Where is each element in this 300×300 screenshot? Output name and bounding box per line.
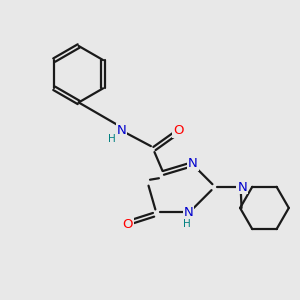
Text: N: N [117, 124, 127, 137]
Text: N: N [237, 181, 247, 194]
Text: N: N [184, 206, 194, 219]
Text: H: H [108, 134, 116, 144]
Text: O: O [122, 218, 133, 231]
Text: N: N [188, 157, 198, 170]
Text: O: O [173, 124, 184, 137]
Text: H: H [183, 219, 191, 229]
